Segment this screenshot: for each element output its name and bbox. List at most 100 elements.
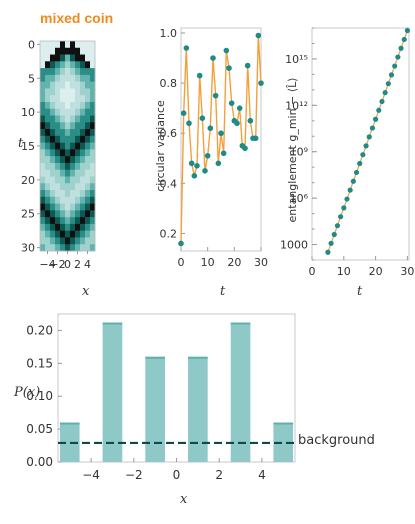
heatmap-cell: [85, 95, 91, 103]
heatmap-cell: [55, 88, 61, 96]
heatmap-cell: [90, 203, 96, 211]
heatmap-cell: [80, 176, 86, 184]
heatmap-cell: [75, 223, 81, 231]
heatmap-cell: [55, 196, 61, 204]
heatmap-cell: [65, 108, 71, 116]
heatmap-cell: [40, 176, 46, 184]
heatmap-cell: [75, 101, 81, 110]
heatmap-cell: [80, 203, 86, 211]
heatmap-cell: [70, 74, 76, 82]
heatmap-cell: [50, 217, 56, 225]
heatmap-cell: [90, 115, 96, 123]
heatmap-cell: [60, 230, 66, 238]
entanglement-point: [357, 160, 363, 167]
entanglement-point: [334, 223, 341, 229]
heatmap-cell: [40, 169, 46, 177]
heatmap-cell: [70, 176, 76, 184]
heatmap-cell: [40, 210, 46, 218]
heatmap-cell: [90, 101, 96, 110]
variance-point: [191, 173, 198, 179]
heatmap-cell: [65, 223, 71, 231]
entanglement-point: [388, 72, 395, 78]
heatmap-ytick-label: 5: [28, 72, 35, 85]
heatmap-cell: [65, 196, 71, 204]
heatmap-cell: [65, 169, 71, 177]
heatmap-cell: [55, 108, 61, 116]
entanglement-ytick-label: 10¹⁵: [285, 53, 308, 66]
heatmap-cell: [85, 230, 91, 238]
heatmap-cell: [55, 54, 61, 62]
variance-point: [252, 135, 259, 142]
heatmap-cell: [55, 81, 61, 89]
heatmap-cell: [90, 68, 96, 76]
distribution-bar: [102, 322, 123, 462]
heatmap-cell: [40, 223, 46, 231]
heatmap-cell: [50, 183, 56, 191]
heatmap-cell: [45, 230, 51, 238]
heatmap-xtick-label: −4: [39, 258, 55, 271]
heatmap-cell: [65, 135, 71, 143]
heatmap-cell: [85, 88, 91, 96]
entanglement-point: [344, 196, 350, 202]
heatmap-cell: [40, 88, 46, 96]
heatmap-ytick-label: 25: [21, 208, 35, 221]
heatmap-cell: [40, 108, 46, 116]
heatmap-cell: [85, 162, 91, 171]
heatmap-cell: [85, 169, 91, 177]
heatmap-cell: [45, 156, 51, 164]
heatmap-cell: [50, 68, 56, 76]
heatmap-cell: [70, 156, 76, 164]
heatmap-cell: [55, 210, 61, 218]
heatmap-cell: [40, 54, 46, 62]
heatmap-cell: [45, 176, 51, 184]
heatmap-cell: [80, 156, 86, 164]
entanglement-ytick-label: 10⁹: [290, 146, 308, 159]
heatmap-cell: [70, 210, 76, 218]
heatmap-cell: [85, 115, 91, 123]
heatmap-cell: [45, 203, 51, 211]
heatmap-cell: [65, 156, 71, 164]
heatmap-cell: [80, 41, 86, 49]
heatmap-cell: [80, 115, 86, 123]
distribution-xlabel: x: [180, 492, 188, 507]
heatmap-cell: [40, 244, 46, 252]
entanglement-point: [328, 240, 334, 246]
heatmap-cell: [55, 149, 61, 157]
heatmap-cell: [45, 101, 51, 110]
heatmap-cell: [55, 244, 61, 252]
heatmap-cell: [45, 81, 51, 89]
heatmap-xtick-label: 2: [74, 258, 81, 271]
heatmap-cell: [70, 115, 76, 123]
variance-point: [204, 152, 211, 159]
heatmap-cell: [40, 203, 46, 211]
heatmap-cell: [45, 169, 51, 177]
heatmap-cell: [75, 149, 81, 157]
entanglement-point: [325, 249, 331, 255]
heatmap-cell: [65, 244, 71, 252]
entanglement-point: [347, 187, 353, 193]
heatmap-xtick-label: 0: [64, 258, 71, 271]
heatmap-cell: [75, 190, 81, 198]
heatmap-cell: [90, 122, 96, 130]
heatmap-cell: [55, 142, 61, 150]
heatmap-cell: [50, 135, 56, 143]
heatmap-cell: [75, 115, 81, 123]
heatmap-cell: [45, 210, 51, 218]
heatmap-cell: [65, 54, 71, 62]
heatmap-cell: [90, 169, 96, 177]
heatmap-cell: [90, 183, 96, 191]
heatmap-cell: [40, 61, 46, 69]
heatmap-cell: [65, 230, 71, 238]
variance-frame: [180, 27, 262, 252]
distribution-xtick-label: −2: [125, 468, 143, 482]
heatmap-cell: [80, 129, 86, 137]
heatmap-cell: [70, 149, 76, 157]
heatmap-cell: [50, 129, 56, 137]
heatmap-cell: [45, 61, 51, 69]
heatmap-cell: [90, 129, 96, 137]
heatmap-cell: [45, 183, 51, 191]
heatmap-cell: [45, 149, 51, 157]
heatmap-cell: [85, 142, 91, 150]
heatmap-cell: [90, 237, 96, 245]
heatmap-cell: [50, 47, 56, 55]
